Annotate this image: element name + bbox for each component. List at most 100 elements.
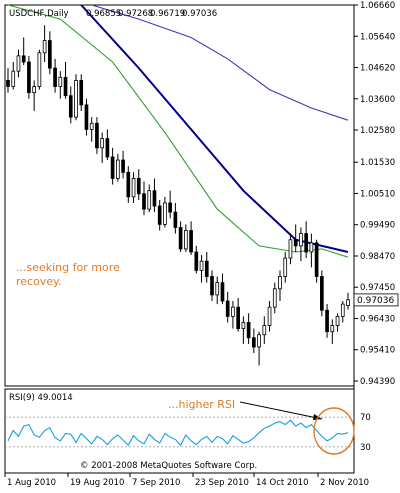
candle [147, 184, 152, 213]
candle-body [84, 104, 89, 130]
candle [110, 147, 115, 185]
candle-body [89, 122, 94, 130]
candle [278, 270, 282, 302]
copyright-text: © 2001-2008 MetaQuotes Software Corp. [80, 461, 257, 471]
price-tick-label: 0.99490 [360, 221, 395, 231]
candle-body [231, 306, 235, 317]
candle-body [116, 159, 120, 179]
candle-body [74, 79, 78, 118]
candle [346, 292, 350, 310]
date-tick-label: 23 Sep 2010 [195, 478, 249, 488]
candle [157, 199, 162, 231]
candle [27, 55, 31, 99]
candle [105, 129, 110, 161]
date-tick-label: 7 Sep 2010 [132, 478, 180, 488]
price-candles [6, 25, 350, 366]
rsi-annotation: ...higher RSI [168, 398, 235, 411]
candle [262, 316, 267, 344]
current-price-label: 0.97036 [357, 296, 394, 306]
candle [136, 169, 141, 200]
candle-body [293, 239, 298, 247]
candle-body [199, 260, 204, 271]
current-price-marker: 0.97036 [353, 293, 399, 307]
candle-body [152, 190, 157, 207]
candle-body [121, 159, 125, 173]
candle [79, 74, 84, 112]
candle [189, 221, 193, 256]
candle-body [21, 55, 26, 63]
price-tick-label: 1.03600 [360, 95, 395, 105]
price-tick-label: 0.97450 [360, 283, 395, 293]
candle-body [215, 282, 220, 296]
candle [241, 316, 246, 344]
candle [330, 319, 335, 344]
candle [194, 245, 199, 274]
candle [325, 304, 329, 338]
candle [173, 202, 178, 234]
candle [68, 86, 73, 124]
candle-body [210, 276, 214, 296]
candle [293, 224, 298, 252]
candle-body [173, 211, 178, 228]
candle [100, 132, 104, 164]
ohlc-open: 0.96855 [86, 9, 121, 19]
candle [184, 224, 188, 252]
candle [210, 270, 214, 302]
price-tick-label: 1.02580 [360, 126, 395, 136]
candle-body [204, 260, 209, 277]
ohlc-close: 0.97036 [182, 9, 217, 19]
price-tick-label: 0.98470 [360, 252, 395, 262]
candle [63, 61, 68, 99]
candle-body [299, 233, 303, 247]
candle-body [267, 306, 272, 326]
candle [309, 233, 314, 268]
candle [267, 301, 272, 332]
candle-body [262, 325, 267, 336]
candle [215, 276, 220, 305]
candle [53, 58, 57, 93]
candle [320, 270, 324, 317]
candle-body [288, 239, 293, 259]
candle-body [63, 76, 68, 97]
candle-body [58, 76, 63, 87]
candle [288, 233, 293, 265]
price-tick-label: 1.04620 [360, 64, 395, 74]
candle [116, 153, 120, 182]
symbol-label: USDCHF,Daily [9, 9, 69, 19]
candle [89, 117, 94, 142]
candle [246, 313, 251, 344]
rsi-level-label: 70 [360, 413, 371, 423]
candle [131, 172, 136, 203]
date-tick-label: 1 Aug 2010 [7, 478, 56, 488]
price-tick-label: 0.94390 [360, 377, 395, 387]
price-tick-label: 1.00510 [360, 189, 395, 199]
price-tick-label: 1.01530 [360, 158, 395, 168]
candle-body [48, 40, 52, 69]
date-tick-label: 19 Aug 2010 [70, 478, 124, 488]
candle [11, 61, 16, 90]
price-annotation-line-2: recovey. [16, 275, 62, 288]
candle-body [194, 251, 199, 271]
candle-body [314, 242, 319, 277]
candle [220, 273, 225, 305]
candle-body [320, 276, 324, 311]
candle [199, 255, 204, 283]
candle-body [304, 233, 308, 253]
candle-body [79, 79, 84, 106]
candle [225, 291, 230, 323]
candle [314, 239, 319, 283]
candle-body [278, 276, 282, 290]
candle [178, 221, 183, 252]
date-tick-label: 14 Oct 2010 [256, 478, 309, 488]
candle [252, 328, 256, 354]
candle [283, 251, 288, 283]
candle-body [236, 306, 240, 329]
candle-body [53, 67, 57, 87]
candle-body [184, 230, 188, 250]
candle [142, 181, 146, 216]
candle [37, 49, 42, 90]
candle-body [131, 178, 136, 198]
candle-body [246, 322, 251, 339]
rsi-level-label: 30 [360, 443, 371, 453]
